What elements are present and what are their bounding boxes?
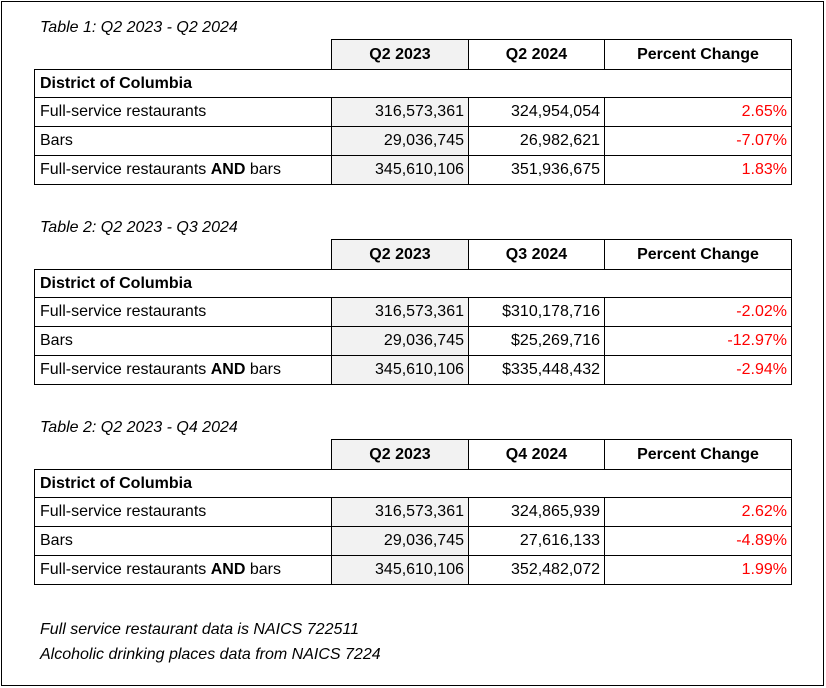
header-blank-cell — [34, 439, 332, 470]
percent-change-value: -2.94% — [604, 355, 792, 385]
percent-change-value: 1.99% — [604, 555, 792, 585]
percent-change-value: -7.07% — [604, 126, 792, 156]
header-compare-period: Q2 2024 — [468, 39, 605, 70]
percent-change-value: 2.62% — [604, 497, 792, 527]
base-value: 316,573,361 — [331, 497, 469, 527]
table-row: Bars 29,036,745 $25,269,716 -12.97% — [34, 326, 792, 356]
table-caption: Table 2: Q2 2023 - Q3 2024 — [40, 219, 238, 236]
compare-value: 26,982,621 — [468, 126, 605, 156]
footnotes: Full service restaurant data is NAICS 72… — [40, 617, 381, 667]
percent-change-value: 2.65% — [604, 97, 792, 127]
table-block-3: Table 2: Q2 2023 - Q4 2024 Q2 2023 Q4 20… — [34, 417, 792, 585]
data-table: Q2 2023 Q2 2024 Percent Change District … — [34, 39, 792, 185]
header-percent-change: Percent Change — [604, 39, 792, 70]
compare-value: $25,269,716 — [468, 326, 605, 356]
footnote-naics-bars: Alcoholic drinking places data from NAIC… — [40, 646, 381, 663]
group-label: District of Columbia — [34, 469, 792, 498]
compare-value: 324,865,939 — [468, 497, 605, 527]
base-value: 345,610,106 — [331, 355, 469, 385]
data-table: Q2 2023 Q4 2024 Percent Change District … — [34, 439, 792, 585]
compare-value: 27,616,133 — [468, 526, 605, 556]
table-row: Full-service restaurants 316,573,361 324… — [34, 497, 792, 527]
table-block-1: Table 1: Q2 2023 - Q2 2024 Q2 2023 Q2 20… — [34, 17, 792, 185]
percent-change-value: -4.89% — [604, 526, 792, 556]
group-row: District of Columbia — [34, 469, 792, 498]
header-base-period: Q2 2023 — [331, 439, 469, 470]
base-value: 29,036,745 — [331, 526, 469, 556]
header-compare-period: Q4 2024 — [468, 439, 605, 470]
compare-value: 324,954,054 — [468, 97, 605, 127]
row-label: Full-service restaurants — [34, 97, 332, 127]
base-value: 316,573,361 — [331, 297, 469, 327]
header-blank-cell — [34, 239, 332, 270]
table-row: Bars 29,036,745 27,616,133 -4.89% — [34, 526, 792, 556]
percent-change-value: 1.83% — [604, 155, 792, 185]
header-percent-change: Percent Change — [604, 439, 792, 470]
table-row: Full-service restaurants 316,573,361 $31… — [34, 297, 792, 327]
base-value: 29,036,745 — [331, 326, 469, 356]
table-row: Bars 29,036,745 26,982,621 -7.07% — [34, 126, 792, 156]
table-caption: Table 1: Q2 2023 - Q2 2024 — [40, 19, 238, 36]
table-row: Full-service restaurants AND bars 345,61… — [34, 355, 792, 385]
footnote-naics-restaurants: Full service restaurant data is NAICS 72… — [40, 621, 359, 638]
table-row: Full-service restaurants AND bars 345,61… — [34, 155, 792, 185]
group-label: District of Columbia — [34, 269, 792, 298]
group-label: District of Columbia — [34, 69, 792, 98]
row-label: Full-service restaurants AND bars — [34, 355, 332, 385]
row-label: Full-service restaurants — [34, 297, 332, 327]
row-label: Bars — [34, 526, 332, 556]
row-label: Full-service restaurants AND bars — [34, 155, 332, 185]
header-blank-cell — [34, 39, 332, 70]
header-percent-change: Percent Change — [604, 239, 792, 270]
row-label: Full-service restaurants — [34, 497, 332, 527]
table-block-2: Table 2: Q2 2023 - Q3 2024 Q2 2023 Q3 20… — [34, 217, 792, 385]
row-label: Bars — [34, 326, 332, 356]
group-row: District of Columbia — [34, 69, 792, 98]
header-row: Q2 2023 Q4 2024 Percent Change — [34, 439, 792, 470]
header-row: Q2 2023 Q3 2024 Percent Change — [34, 239, 792, 270]
data-table: Q2 2023 Q3 2024 Percent Change District … — [34, 239, 792, 385]
base-value: 345,610,106 — [331, 155, 469, 185]
table-row: Full-service restaurants AND bars 345,61… — [34, 555, 792, 585]
table-row: Full-service restaurants 316,573,361 324… — [34, 97, 792, 127]
base-value: 345,610,106 — [331, 555, 469, 585]
header-base-period: Q2 2023 — [331, 39, 469, 70]
header-row: Q2 2023 Q2 2024 Percent Change — [34, 39, 792, 70]
percent-change-value: -12.97% — [604, 326, 792, 356]
compare-value: 351,936,675 — [468, 155, 605, 185]
percent-change-value: -2.02% — [604, 297, 792, 327]
base-value: 316,573,361 — [331, 97, 469, 127]
header-base-period: Q2 2023 — [331, 239, 469, 270]
base-value: 29,036,745 — [331, 126, 469, 156]
compare-value: $335,448,432 — [468, 355, 605, 385]
table-caption: Table 2: Q2 2023 - Q4 2024 — [40, 419, 238, 436]
header-compare-period: Q3 2024 — [468, 239, 605, 270]
row-label: Full-service restaurants AND bars — [34, 555, 332, 585]
group-row: District of Columbia — [34, 269, 792, 298]
row-label: Bars — [34, 126, 332, 156]
compare-value: 352,482,072 — [468, 555, 605, 585]
compare-value: $310,178,716 — [468, 297, 605, 327]
